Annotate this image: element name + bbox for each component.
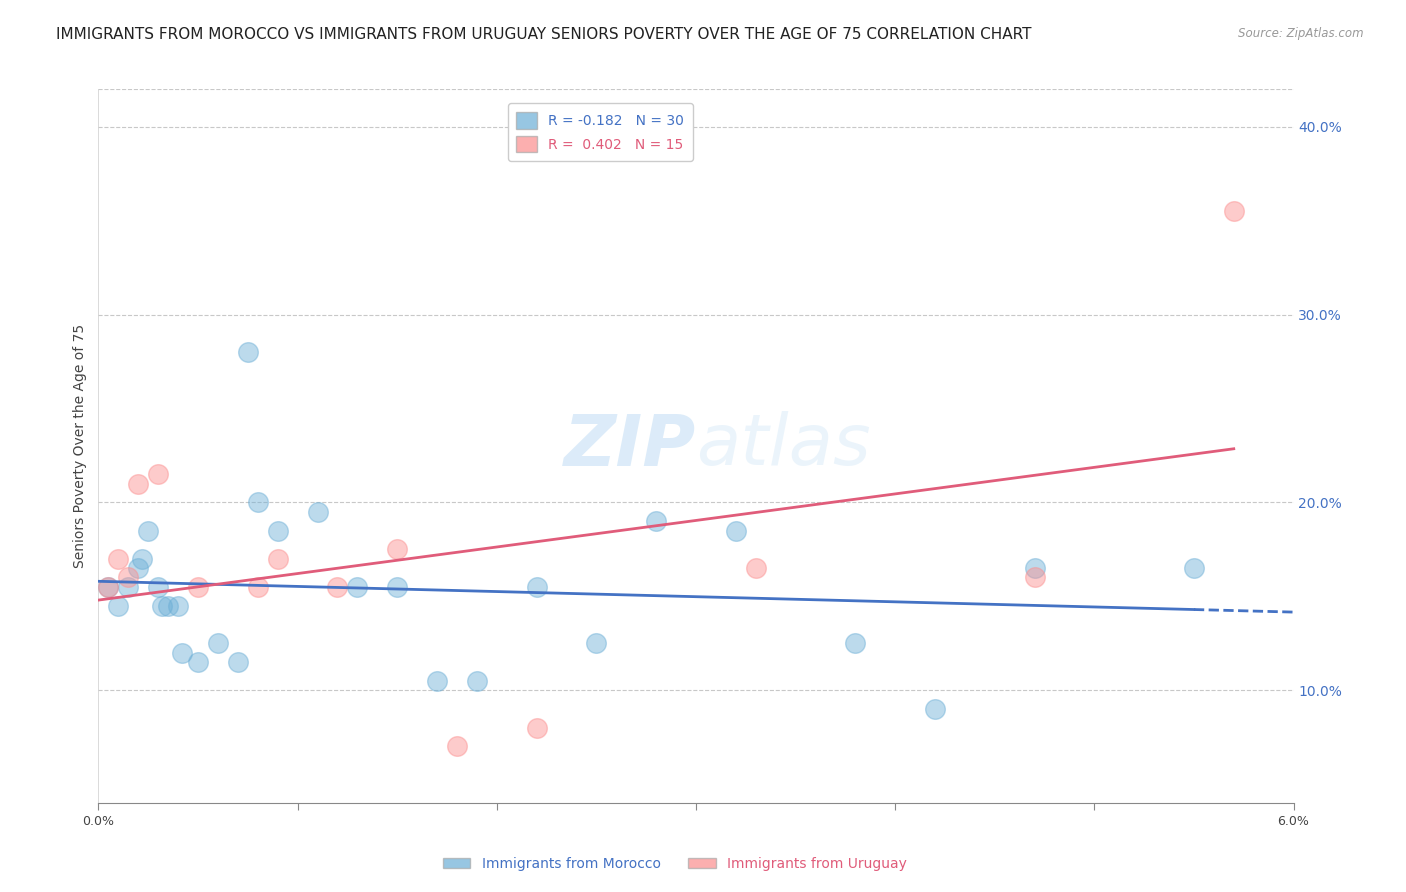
Point bbox=[187, 580, 209, 594]
Point bbox=[426, 673, 449, 688]
Point bbox=[136, 524, 159, 538]
Point bbox=[97, 580, 120, 594]
Point bbox=[117, 580, 139, 594]
Legend: Immigrants from Morocco, Immigrants from Uruguay: Immigrants from Morocco, Immigrants from… bbox=[437, 851, 912, 876]
Point bbox=[167, 599, 190, 613]
Point bbox=[526, 580, 548, 594]
Point bbox=[187, 655, 209, 669]
Point bbox=[148, 580, 170, 594]
Point bbox=[724, 524, 747, 538]
Point bbox=[236, 345, 259, 359]
Y-axis label: Seniors Poverty Over the Age of 75: Seniors Poverty Over the Age of 75 bbox=[73, 324, 87, 568]
Point bbox=[924, 702, 946, 716]
Point bbox=[117, 570, 139, 584]
Point bbox=[526, 721, 548, 735]
Text: atlas: atlas bbox=[696, 411, 870, 481]
Point bbox=[127, 476, 149, 491]
Point bbox=[1223, 204, 1246, 219]
Point bbox=[246, 495, 269, 509]
Point bbox=[267, 551, 290, 566]
Point bbox=[267, 524, 290, 538]
Point bbox=[446, 739, 468, 754]
Point bbox=[127, 561, 149, 575]
Point bbox=[385, 580, 409, 594]
Point bbox=[346, 580, 368, 594]
Point bbox=[107, 599, 129, 613]
Point bbox=[1024, 570, 1046, 584]
Point bbox=[97, 580, 120, 594]
Point bbox=[326, 580, 349, 594]
Text: Source: ZipAtlas.com: Source: ZipAtlas.com bbox=[1239, 27, 1364, 40]
Point bbox=[465, 673, 488, 688]
Point bbox=[1182, 561, 1205, 575]
Point bbox=[107, 551, 129, 566]
Point bbox=[157, 599, 180, 613]
Point bbox=[150, 599, 173, 613]
Text: ZIP: ZIP bbox=[564, 411, 696, 481]
Point bbox=[645, 514, 668, 528]
Point bbox=[207, 636, 229, 650]
Point bbox=[1024, 561, 1046, 575]
Point bbox=[131, 551, 153, 566]
Point bbox=[385, 542, 409, 557]
Point bbox=[172, 646, 194, 660]
Legend: R = -0.182   N = 30, R =  0.402   N = 15: R = -0.182 N = 30, R = 0.402 N = 15 bbox=[508, 103, 693, 161]
Point bbox=[844, 636, 866, 650]
Point bbox=[226, 655, 249, 669]
Point bbox=[246, 580, 269, 594]
Point bbox=[585, 636, 607, 650]
Point bbox=[307, 505, 329, 519]
Point bbox=[745, 561, 768, 575]
Text: IMMIGRANTS FROM MOROCCO VS IMMIGRANTS FROM URUGUAY SENIORS POVERTY OVER THE AGE : IMMIGRANTS FROM MOROCCO VS IMMIGRANTS FR… bbox=[56, 27, 1032, 42]
Point bbox=[148, 467, 170, 482]
